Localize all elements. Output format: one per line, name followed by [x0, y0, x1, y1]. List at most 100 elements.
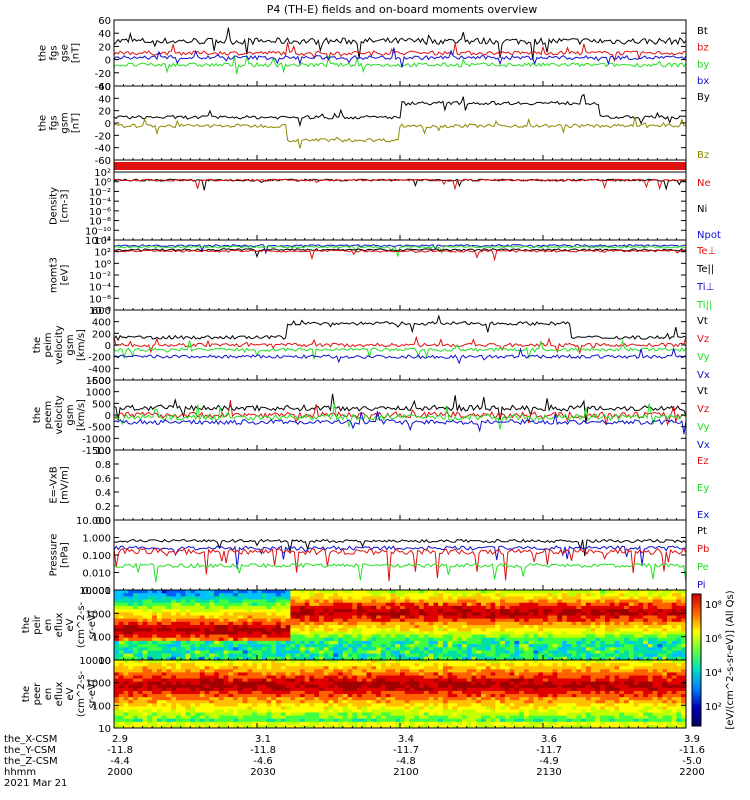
heatmap-cell: [304, 700, 310, 704]
heatmap-cell: [519, 656, 525, 661]
heatmap-cell: [199, 644, 206, 648]
heatmap-cell: [185, 605, 191, 610]
heatmap-cell: [385, 718, 391, 723]
heatmap-cell: [419, 609, 425, 613]
heatmap-cell: [156, 663, 163, 667]
heatmap-cell: [352, 709, 358, 714]
heatmap-cell: [133, 694, 139, 698]
heatmap-cell: [180, 605, 186, 610]
panel-frame: [113, 171, 687, 241]
heatmap-cell: [142, 602, 148, 607]
heatmap-cell: [233, 596, 239, 601]
heatmap-cell: [380, 663, 387, 667]
heatmap-cell: [276, 675, 282, 680]
heatmap-cell: [195, 618, 201, 623]
heatmap-cell: [304, 647, 310, 651]
heatmap-cell: [257, 599, 263, 604]
heatmap-cell: [204, 694, 210, 698]
heatmap-cell: [128, 644, 134, 648]
heatmap-cell: [147, 703, 153, 707]
heatmap-cell: [538, 644, 544, 648]
heatmap-cell: [366, 709, 372, 714]
heatmap-cell: [371, 715, 377, 720]
heatmap-cell: [638, 621, 644, 626]
heatmap-cell: [400, 675, 406, 680]
heatmap-cell: [280, 609, 287, 613]
heatmap-cell: [404, 678, 411, 683]
heatmap-cell: [380, 625, 387, 629]
heatmap-cell: [142, 605, 148, 610]
heatmap-cell: [390, 596, 396, 601]
heatmap-cell: [176, 663, 182, 667]
heatmap-cell: [276, 644, 282, 648]
heatmap-cell: [361, 605, 368, 610]
heatmap-cell: [552, 590, 558, 594]
heatmap-cell: [400, 602, 406, 607]
heatmap-cell: [476, 650, 482, 655]
heatmap-cell: [218, 700, 225, 704]
heatmap-cell: [419, 602, 425, 607]
heatmap-cell: [147, 628, 153, 632]
y-axis-label: the: [38, 115, 49, 131]
heatmap-cell: [605, 593, 611, 597]
heatmap-cell: [161, 721, 167, 726]
heatmap-cell: [519, 593, 525, 597]
heatmap-cell: [400, 712, 406, 717]
heatmap-cell: [347, 669, 353, 673]
heatmap-cell: [380, 694, 387, 698]
heatmap-cell: [233, 675, 239, 680]
heatmap-cell: [304, 628, 310, 632]
heatmap-cell: [600, 618, 606, 623]
heatmap-cell: [176, 694, 182, 698]
heatmap-cell: [199, 724, 206, 729]
heatmap-cell: [380, 656, 387, 661]
heatmap-cell: [628, 599, 635, 604]
heatmap-cell: [180, 644, 186, 648]
heatmap-cell: [442, 640, 449, 645]
heatmap-cell: [295, 709, 301, 714]
heatmap-cell: [319, 666, 325, 670]
heatmap-cell: [438, 621, 444, 626]
heatmap-cell: [209, 593, 215, 597]
heatmap-cell: [628, 609, 635, 613]
heatmap-cell: [338, 687, 344, 692]
heatmap-cell: [681, 609, 687, 613]
heatmap-cell: [590, 605, 596, 610]
heatmap-cell: [352, 634, 358, 639]
heatmap-cell: [319, 660, 325, 664]
heatmap-cell: [185, 628, 191, 632]
heatmap-cell: [462, 644, 468, 648]
heatmap-cell: [414, 653, 420, 658]
heatmap-cell: [190, 618, 196, 623]
heatmap-cell: [423, 637, 430, 642]
heatmap-cell: [504, 653, 511, 658]
heatmap-cell: [385, 694, 391, 698]
heatmap-cell: [409, 609, 415, 613]
heatmap-cell: [261, 706, 268, 710]
heatmap-cell: [171, 675, 177, 680]
heatmap-cell: [452, 625, 458, 629]
heatmap-cell: [347, 602, 353, 607]
heatmap-cell: [352, 621, 358, 626]
heatmap-cell: [428, 669, 434, 673]
y-tick-label: 10⁻⁸: [89, 217, 111, 228]
y-tick-label: 10⁻⁶: [89, 207, 111, 218]
heatmap-cell: [271, 681, 277, 686]
heatmap-cell: [414, 709, 420, 714]
heatmap-cell: [404, 625, 411, 629]
heatmap-cell: [585, 593, 592, 597]
heatmap-cell: [152, 656, 158, 661]
heatmap-cell: [280, 660, 287, 664]
heatmap-cell: [156, 615, 163, 620]
heatmap-cell: [457, 631, 463, 636]
heatmap-cell: [276, 709, 282, 714]
heatmap-cell: [504, 628, 511, 632]
heatmap-cell: [414, 690, 420, 695]
heatmap-cell: [595, 605, 601, 610]
heatmap-cell: [576, 596, 582, 601]
heatmap-cell: [166, 615, 172, 620]
heatmap-cell: [380, 653, 387, 658]
heatmap-cell: [428, 721, 434, 726]
heatmap-cell: [609, 653, 615, 658]
heatmap-cell: [342, 644, 349, 648]
